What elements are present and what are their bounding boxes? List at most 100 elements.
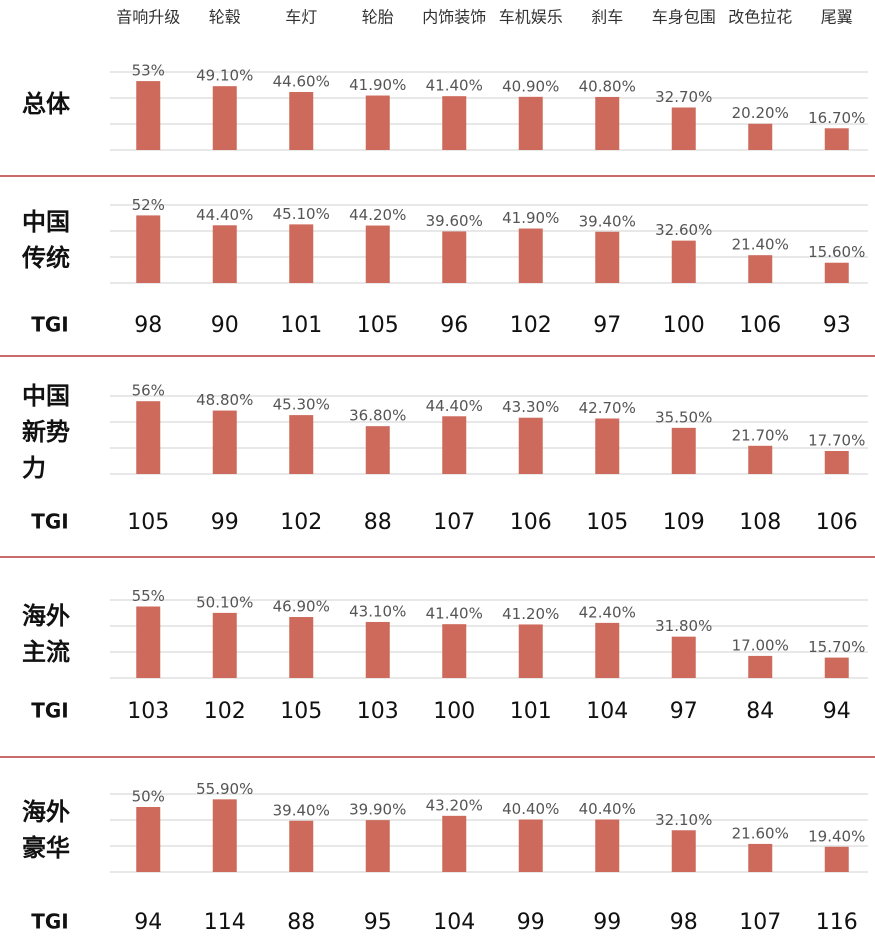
value-label: 45.30% xyxy=(273,396,330,414)
tgi-value: 108 xyxy=(739,510,781,535)
value-label: 20.20% xyxy=(732,104,789,122)
value-label: 32.60% xyxy=(655,221,712,239)
bar xyxy=(212,225,237,283)
value-label: 46.90% xyxy=(273,598,330,616)
bar xyxy=(518,228,543,283)
bar xyxy=(748,655,773,678)
bar xyxy=(824,128,849,150)
tgi-value: 109 xyxy=(663,510,705,535)
panel-label: 中国新势力 xyxy=(22,382,70,482)
tgi-value: 102 xyxy=(204,699,246,724)
bar xyxy=(289,92,314,150)
tgi-value: 96 xyxy=(440,313,468,338)
value-label: 40.40% xyxy=(579,800,636,818)
bar xyxy=(365,426,390,474)
tgi-value: 97 xyxy=(593,313,621,338)
tgi-value: 102 xyxy=(280,510,322,535)
panel-label: 总体 xyxy=(22,90,70,118)
panel-label: 海外主流 xyxy=(22,602,70,666)
bar xyxy=(595,96,620,150)
value-label: 49.10% xyxy=(196,67,253,85)
bar xyxy=(671,427,696,474)
value-label: 55% xyxy=(132,587,165,605)
value-label: 32.70% xyxy=(655,88,712,106)
bar xyxy=(442,416,467,474)
value-label: 19.40% xyxy=(808,827,865,845)
bar xyxy=(442,96,467,150)
value-label: 31.80% xyxy=(655,617,712,635)
tgi-value: 99 xyxy=(593,910,621,935)
bar xyxy=(289,820,314,872)
value-label: 44.60% xyxy=(273,73,330,91)
bar xyxy=(365,820,390,872)
bar xyxy=(136,215,161,283)
tgi-label: TGI xyxy=(31,910,69,934)
tgi-value: 107 xyxy=(433,510,475,535)
bar xyxy=(824,450,849,474)
tgi-value: 90 xyxy=(211,313,239,338)
bar xyxy=(824,262,849,283)
bar xyxy=(365,95,390,150)
bar xyxy=(671,830,696,872)
tgi-value: 102 xyxy=(510,313,552,338)
category-label: 轮胎 xyxy=(362,8,394,27)
value-label: 16.70% xyxy=(808,109,865,127)
value-label: 53% xyxy=(132,62,165,80)
bar xyxy=(671,107,696,150)
bar xyxy=(518,417,543,474)
bar xyxy=(136,401,161,474)
category-label: 刹车 xyxy=(591,8,623,27)
value-label: 56% xyxy=(132,382,165,400)
tgi-value: 88 xyxy=(287,910,315,935)
bar xyxy=(595,819,620,872)
tgi-value: 98 xyxy=(670,910,698,935)
bar xyxy=(824,657,849,678)
value-label: 40.40% xyxy=(502,800,559,818)
value-label: 42.40% xyxy=(579,603,636,621)
value-label: 40.80% xyxy=(579,77,636,95)
bar xyxy=(595,418,620,474)
category-label: 尾翼 xyxy=(821,8,853,27)
tgi-value: 84 xyxy=(746,699,774,724)
value-label: 39.60% xyxy=(426,212,483,230)
tgi-value: 105 xyxy=(357,313,399,338)
bar xyxy=(748,843,773,872)
bar xyxy=(365,621,390,678)
tgi-value: 101 xyxy=(280,313,322,338)
value-label: 52% xyxy=(132,196,165,214)
tgi-value: 105 xyxy=(586,510,628,535)
bar xyxy=(212,799,237,872)
bar xyxy=(824,846,849,872)
tgi-value: 106 xyxy=(739,313,781,338)
tgi-value: 106 xyxy=(816,510,858,535)
value-label: 44.20% xyxy=(349,206,406,224)
value-label: 15.70% xyxy=(808,638,865,656)
bar xyxy=(748,255,773,283)
category-label: 内饰装饰 xyxy=(422,8,486,27)
bar xyxy=(365,225,390,283)
tgi-value: 101 xyxy=(510,699,552,724)
value-label: 39.40% xyxy=(273,801,330,819)
bar xyxy=(595,622,620,678)
bar xyxy=(442,815,467,872)
value-label: 15.60% xyxy=(808,243,865,261)
tgi-value: 88 xyxy=(364,510,392,535)
value-label: 50% xyxy=(132,788,165,806)
tgi-value: 105 xyxy=(280,699,322,724)
tgi-label: TGI xyxy=(31,313,69,337)
bar xyxy=(671,636,696,678)
tgi-value: 97 xyxy=(670,699,698,724)
value-label: 43.20% xyxy=(426,796,483,814)
value-label: 41.40% xyxy=(426,605,483,623)
value-label: 43.30% xyxy=(502,398,559,416)
bar xyxy=(289,617,314,678)
bar xyxy=(671,240,696,283)
panel-label: 海外豪华 xyxy=(22,798,70,862)
value-label: 36.80% xyxy=(349,407,406,425)
value-label: 55.90% xyxy=(196,780,253,798)
value-label: 21.40% xyxy=(732,236,789,254)
tgi-label: TGI xyxy=(31,699,69,723)
bar xyxy=(595,231,620,283)
tgi-value: 105 xyxy=(127,510,169,535)
